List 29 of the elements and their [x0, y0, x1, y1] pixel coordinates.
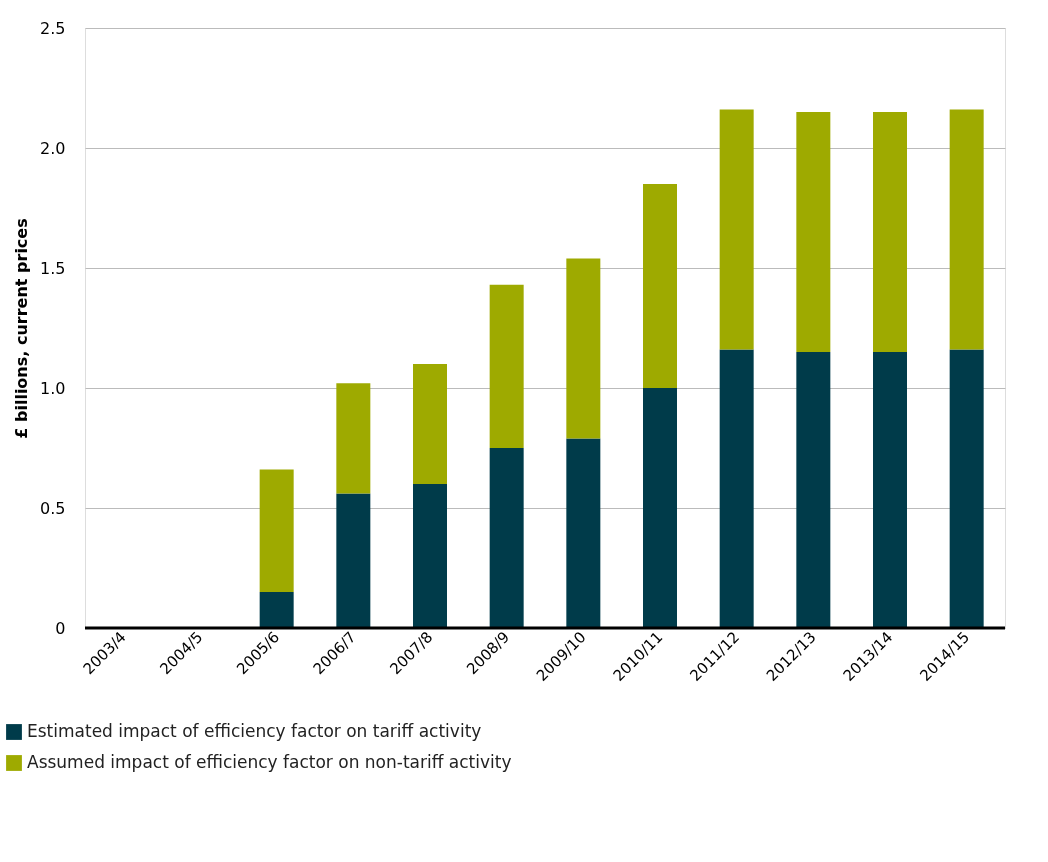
bar [413, 364, 447, 484]
bar [566, 438, 601, 628]
bar [489, 448, 524, 628]
bar [259, 592, 294, 628]
bar [413, 484, 447, 628]
legend-label: Assumed impact of efficiency factor on non-tariff activity [27, 752, 512, 772]
bar [719, 349, 754, 628]
bar [259, 469, 294, 592]
bar [489, 284, 524, 448]
bar [949, 349, 984, 628]
bar [566, 258, 601, 439]
y-tick-label: 2.0 [40, 138, 66, 158]
bar [873, 112, 907, 352]
y-tick-label: 1.5 [40, 258, 66, 278]
bar [873, 352, 907, 628]
y-tick-label: 0.5 [40, 498, 66, 518]
bar [719, 109, 754, 350]
y-axis-title: £ billions, current prices [12, 218, 32, 439]
bar [643, 388, 677, 628]
bar [336, 493, 371, 628]
y-tick-label: 0 [55, 618, 66, 638]
legend-label: Estimated impact of efficiency factor on tariff activity [27, 721, 482, 741]
y-tick-label: 1.0 [40, 378, 66, 398]
bar [336, 383, 371, 494]
bar [796, 352, 831, 628]
bar [643, 184, 677, 388]
bar [796, 112, 831, 352]
bar [949, 109, 984, 350]
y-tick-label: 2.5 [40, 18, 66, 38]
